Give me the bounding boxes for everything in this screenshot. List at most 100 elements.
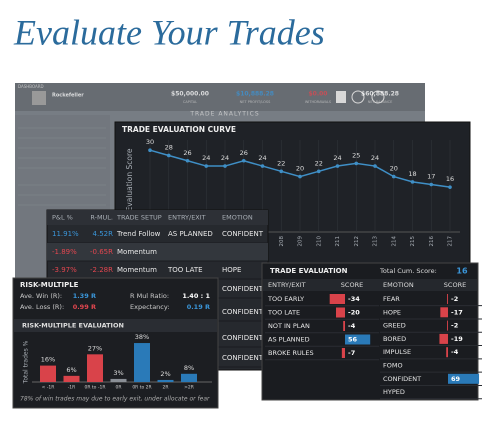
table-cell: CONFIDENT	[222, 308, 264, 316]
risk-panel	[12, 277, 219, 409]
data-label: -7	[348, 349, 355, 357]
data-label: 16%	[41, 356, 55, 364]
column-header: R-MUL.	[90, 214, 113, 222]
row-label: FOMO	[383, 362, 403, 370]
bar	[63, 375, 80, 382]
point	[204, 164, 209, 168]
table-cell: -2.28R	[90, 266, 113, 274]
data-label: 24	[202, 154, 210, 162]
data-label: 18	[408, 170, 416, 178]
y-axis-label: Evaluation Score	[125, 148, 134, 211]
bar	[336, 307, 345, 318]
footnote: 78% of win trades may due to early exit,…	[20, 396, 210, 403]
stat-label: WITHDRAWALS	[305, 100, 332, 104]
data-label: -20	[348, 309, 360, 317]
dashboard-header	[15, 83, 425, 111]
stat-label: CAPITAL	[183, 100, 197, 104]
table-cell: Momentum	[117, 266, 157, 274]
icon[interactable]	[371, 90, 385, 104]
data-label: 27%	[88, 344, 102, 352]
stat-label: Ave. Win (R):	[20, 292, 62, 300]
icon[interactable]	[336, 91, 346, 103]
column-header: SCORE	[444, 281, 466, 289]
data-label: 16	[446, 175, 454, 183]
account: Rockefeller	[52, 93, 84, 99]
data-label: 56	[348, 336, 358, 344]
bar	[439, 333, 448, 344]
point	[223, 164, 227, 168]
point	[185, 158, 190, 163]
stat-label: R Mul Ratio:	[130, 292, 169, 300]
data-label: -2	[451, 295, 458, 303]
avatar	[32, 91, 46, 105]
x-tick-label: -1R	[68, 385, 76, 391]
bar	[134, 343, 150, 382]
data-label: 20	[296, 165, 304, 173]
bar	[447, 320, 448, 331]
y-axis-label: Total trades %	[23, 340, 30, 384]
data-label: 3%	[113, 369, 123, 377]
table-cell: AS PLANNED	[168, 230, 213, 238]
x-tick-label: 213	[373, 236, 379, 247]
page-title: Evaluate Your Trades	[13, 12, 325, 52]
bar	[341, 348, 345, 358]
data-label: 24	[221, 154, 229, 162]
x-tick-label: 209	[298, 236, 304, 247]
data-label: 24	[333, 154, 341, 162]
stat-label: Ave. Loss (R):	[20, 303, 64, 311]
data-label: 2%	[160, 370, 170, 378]
x-tick-label: 215	[410, 236, 416, 247]
bar	[447, 294, 448, 304]
stat-label: NET PROFIT/LOSS	[240, 100, 272, 104]
table-cell: Trend Follow	[116, 230, 161, 238]
row-label: AS PLANNED	[268, 336, 310, 344]
point	[279, 169, 284, 174]
x-tick-label: < -1R	[42, 385, 55, 391]
data-label: 8%	[184, 364, 194, 372]
total-value: 16	[456, 267, 468, 276]
row-label: BORED	[383, 335, 406, 343]
point	[354, 161, 359, 166]
icon[interactable]	[351, 90, 365, 104]
stat-label: Expectancy:	[130, 303, 169, 311]
row-label: CONFIDENT	[383, 375, 421, 383]
bar	[343, 321, 345, 331]
bar	[329, 294, 345, 304]
bar	[181, 373, 197, 382]
row-label: HOPE	[383, 308, 401, 316]
data-label: -4	[451, 348, 459, 356]
section-title: TRADE ANALYTICS	[189, 111, 259, 118]
total-label: Total Cum. Score:	[379, 267, 437, 275]
stat-value: $10,888.28	[236, 91, 274, 98]
table-cell: -1.89%	[52, 248, 77, 256]
row-label: TOO EARLY	[267, 295, 304, 303]
bar	[87, 354, 103, 382]
x-tick-label: 212	[354, 236, 360, 247]
x-tick-label: 208	[279, 236, 285, 247]
stat-label: NET BALANCE	[368, 100, 393, 104]
table-cell: 4.52R	[93, 230, 114, 238]
point	[298, 174, 302, 179]
stat-value: $0.00	[309, 91, 328, 98]
table-cell: -3.97%	[52, 266, 77, 274]
point	[410, 180, 415, 184]
row-label: FEAR	[383, 295, 400, 303]
column-header: P&L %	[52, 214, 73, 222]
table-cell: TOO LATE	[167, 266, 203, 274]
data-label: -2	[451, 322, 458, 330]
data-label: 38%	[135, 333, 149, 341]
x-tick-label: 216	[429, 236, 435, 247]
point	[448, 185, 452, 189]
row-label: HYPED	[383, 388, 405, 396]
panel-title: RISK-MULTIPLE	[20, 281, 79, 289]
stat-value: 0.19 R	[187, 303, 210, 311]
data-label: 26	[240, 149, 248, 157]
table-cell: CONFIDENT	[222, 334, 264, 342]
stat-value: 1.39 R	[73, 292, 96, 300]
point	[148, 148, 152, 152]
x-tick-label: 0R to 2R	[132, 385, 151, 391]
stat-value: 0.99 R	[73, 303, 96, 311]
column-header: ENTRY/EXIT	[268, 281, 306, 289]
column-header: EMOTION	[383, 281, 414, 289]
